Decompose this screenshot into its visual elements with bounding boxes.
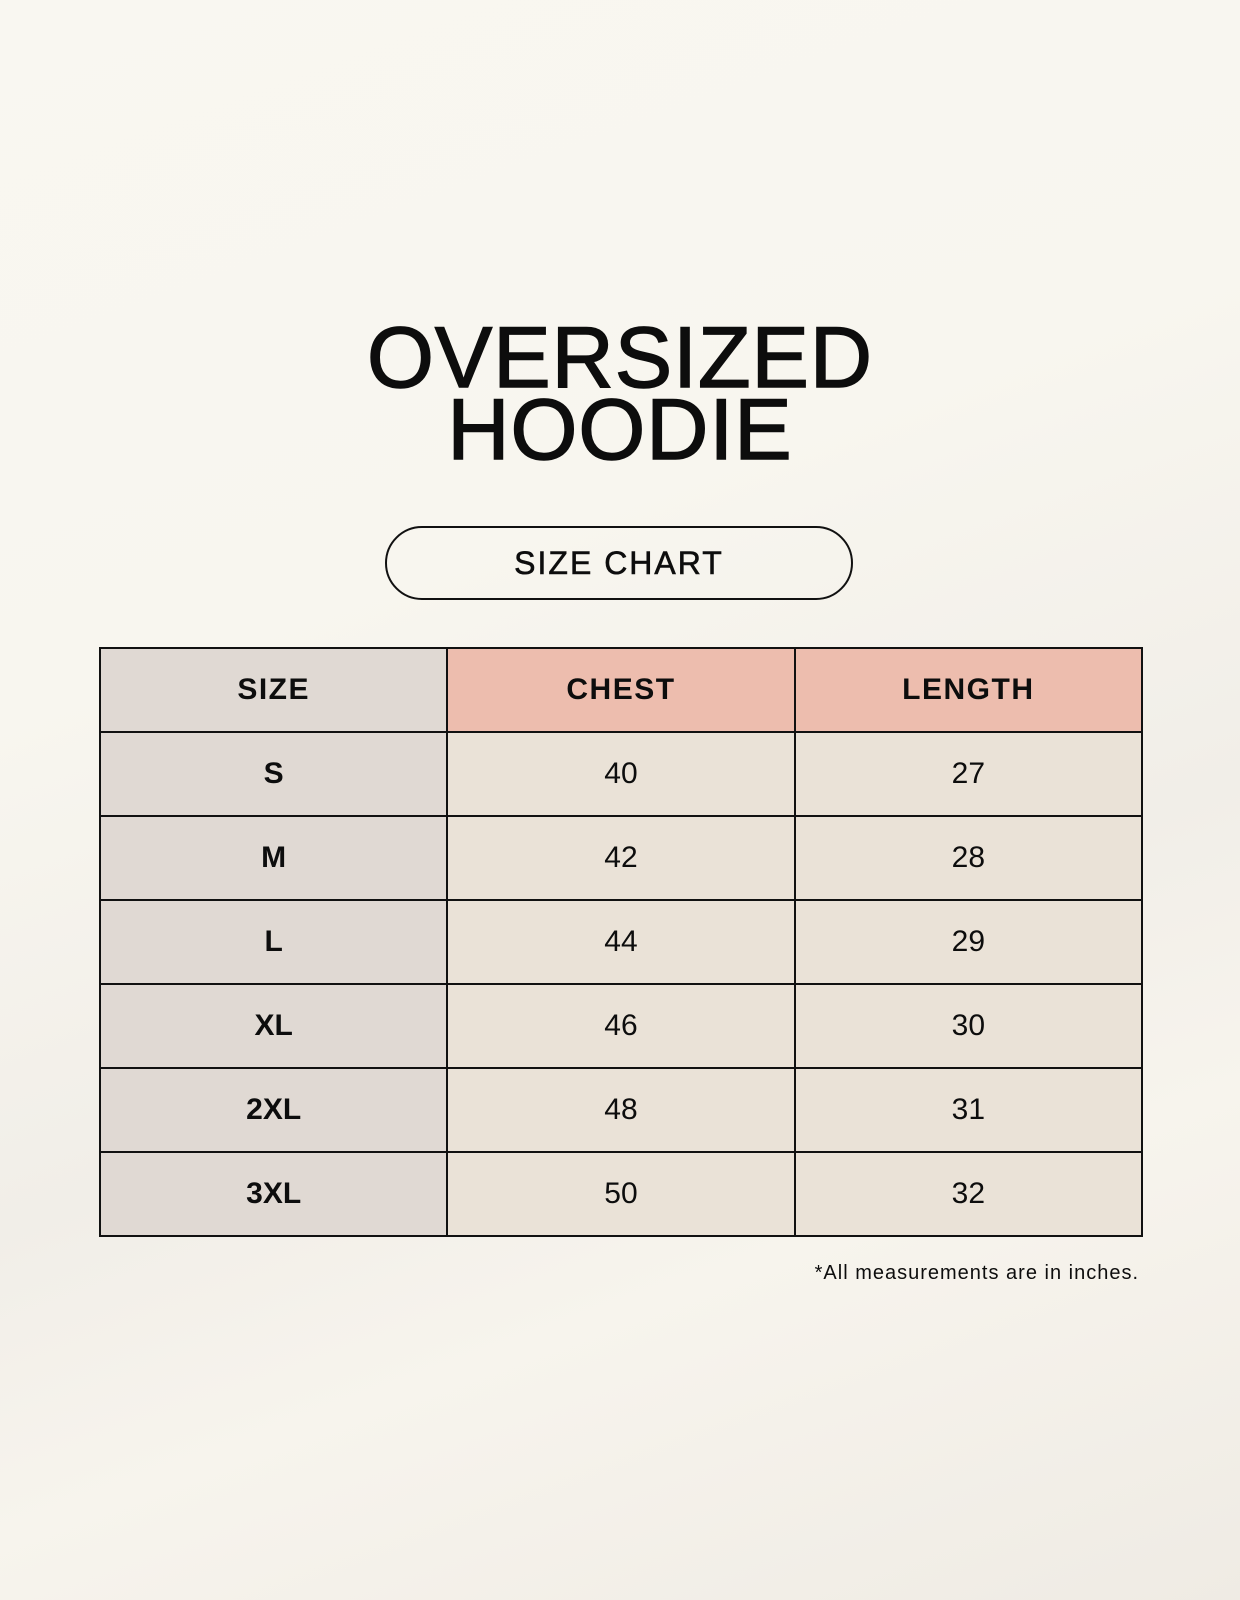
table-row: M 42 28 <box>98 815 1144 901</box>
size-chart-label: SIZE CHART <box>514 544 724 581</box>
header-chest: CHEST <box>446 647 796 733</box>
cell-chest: 44 <box>446 899 796 985</box>
cell-length: 29 <box>793 899 1144 985</box>
cell-size: L <box>98 899 449 985</box>
page-title: OVERSIZED HOODIE <box>0 310 1240 478</box>
cell-chest: 50 <box>446 1151 796 1237</box>
title-line-2: HOODIE <box>447 382 793 478</box>
table-row: L 44 29 <box>98 899 1144 985</box>
cell-chest: 46 <box>446 983 796 1069</box>
table-header-row: SIZE CHEST LENGTH <box>98 647 1144 733</box>
table-row: 2XL 48 31 <box>98 1067 1144 1153</box>
size-table: SIZE CHEST LENGTH S 40 27 M 42 28 L 44 29 XL 46 30 2… <box>98 647 1144 1237</box>
footnote: *All measurements are in inches. <box>814 1262 1139 1284</box>
cell-length: 31 <box>793 1067 1144 1153</box>
cell-size: XL <box>98 983 449 1069</box>
table-row: XL 46 30 <box>98 983 1144 1069</box>
table-row: S 40 27 <box>98 731 1144 817</box>
cell-length: 30 <box>793 983 1144 1069</box>
cell-size: M <box>98 815 449 901</box>
cell-chest: 42 <box>446 815 796 901</box>
size-chart-badge: SIZE CHART <box>385 526 853 600</box>
cell-chest: 48 <box>446 1067 796 1153</box>
cell-length: 28 <box>793 815 1144 901</box>
header-size: SIZE <box>98 647 449 733</box>
cell-chest: 40 <box>446 731 796 817</box>
table-row: 3XL 50 32 <box>98 1151 1144 1237</box>
cell-size: 2XL <box>98 1067 449 1153</box>
title-line-1: OVERSIZED <box>366 310 873 406</box>
cell-size: 3XL <box>98 1151 449 1237</box>
cell-length: 27 <box>793 731 1144 817</box>
header-length: LENGTH <box>793 647 1144 733</box>
cell-size: S <box>98 731 449 817</box>
cell-length: 32 <box>793 1151 1144 1237</box>
